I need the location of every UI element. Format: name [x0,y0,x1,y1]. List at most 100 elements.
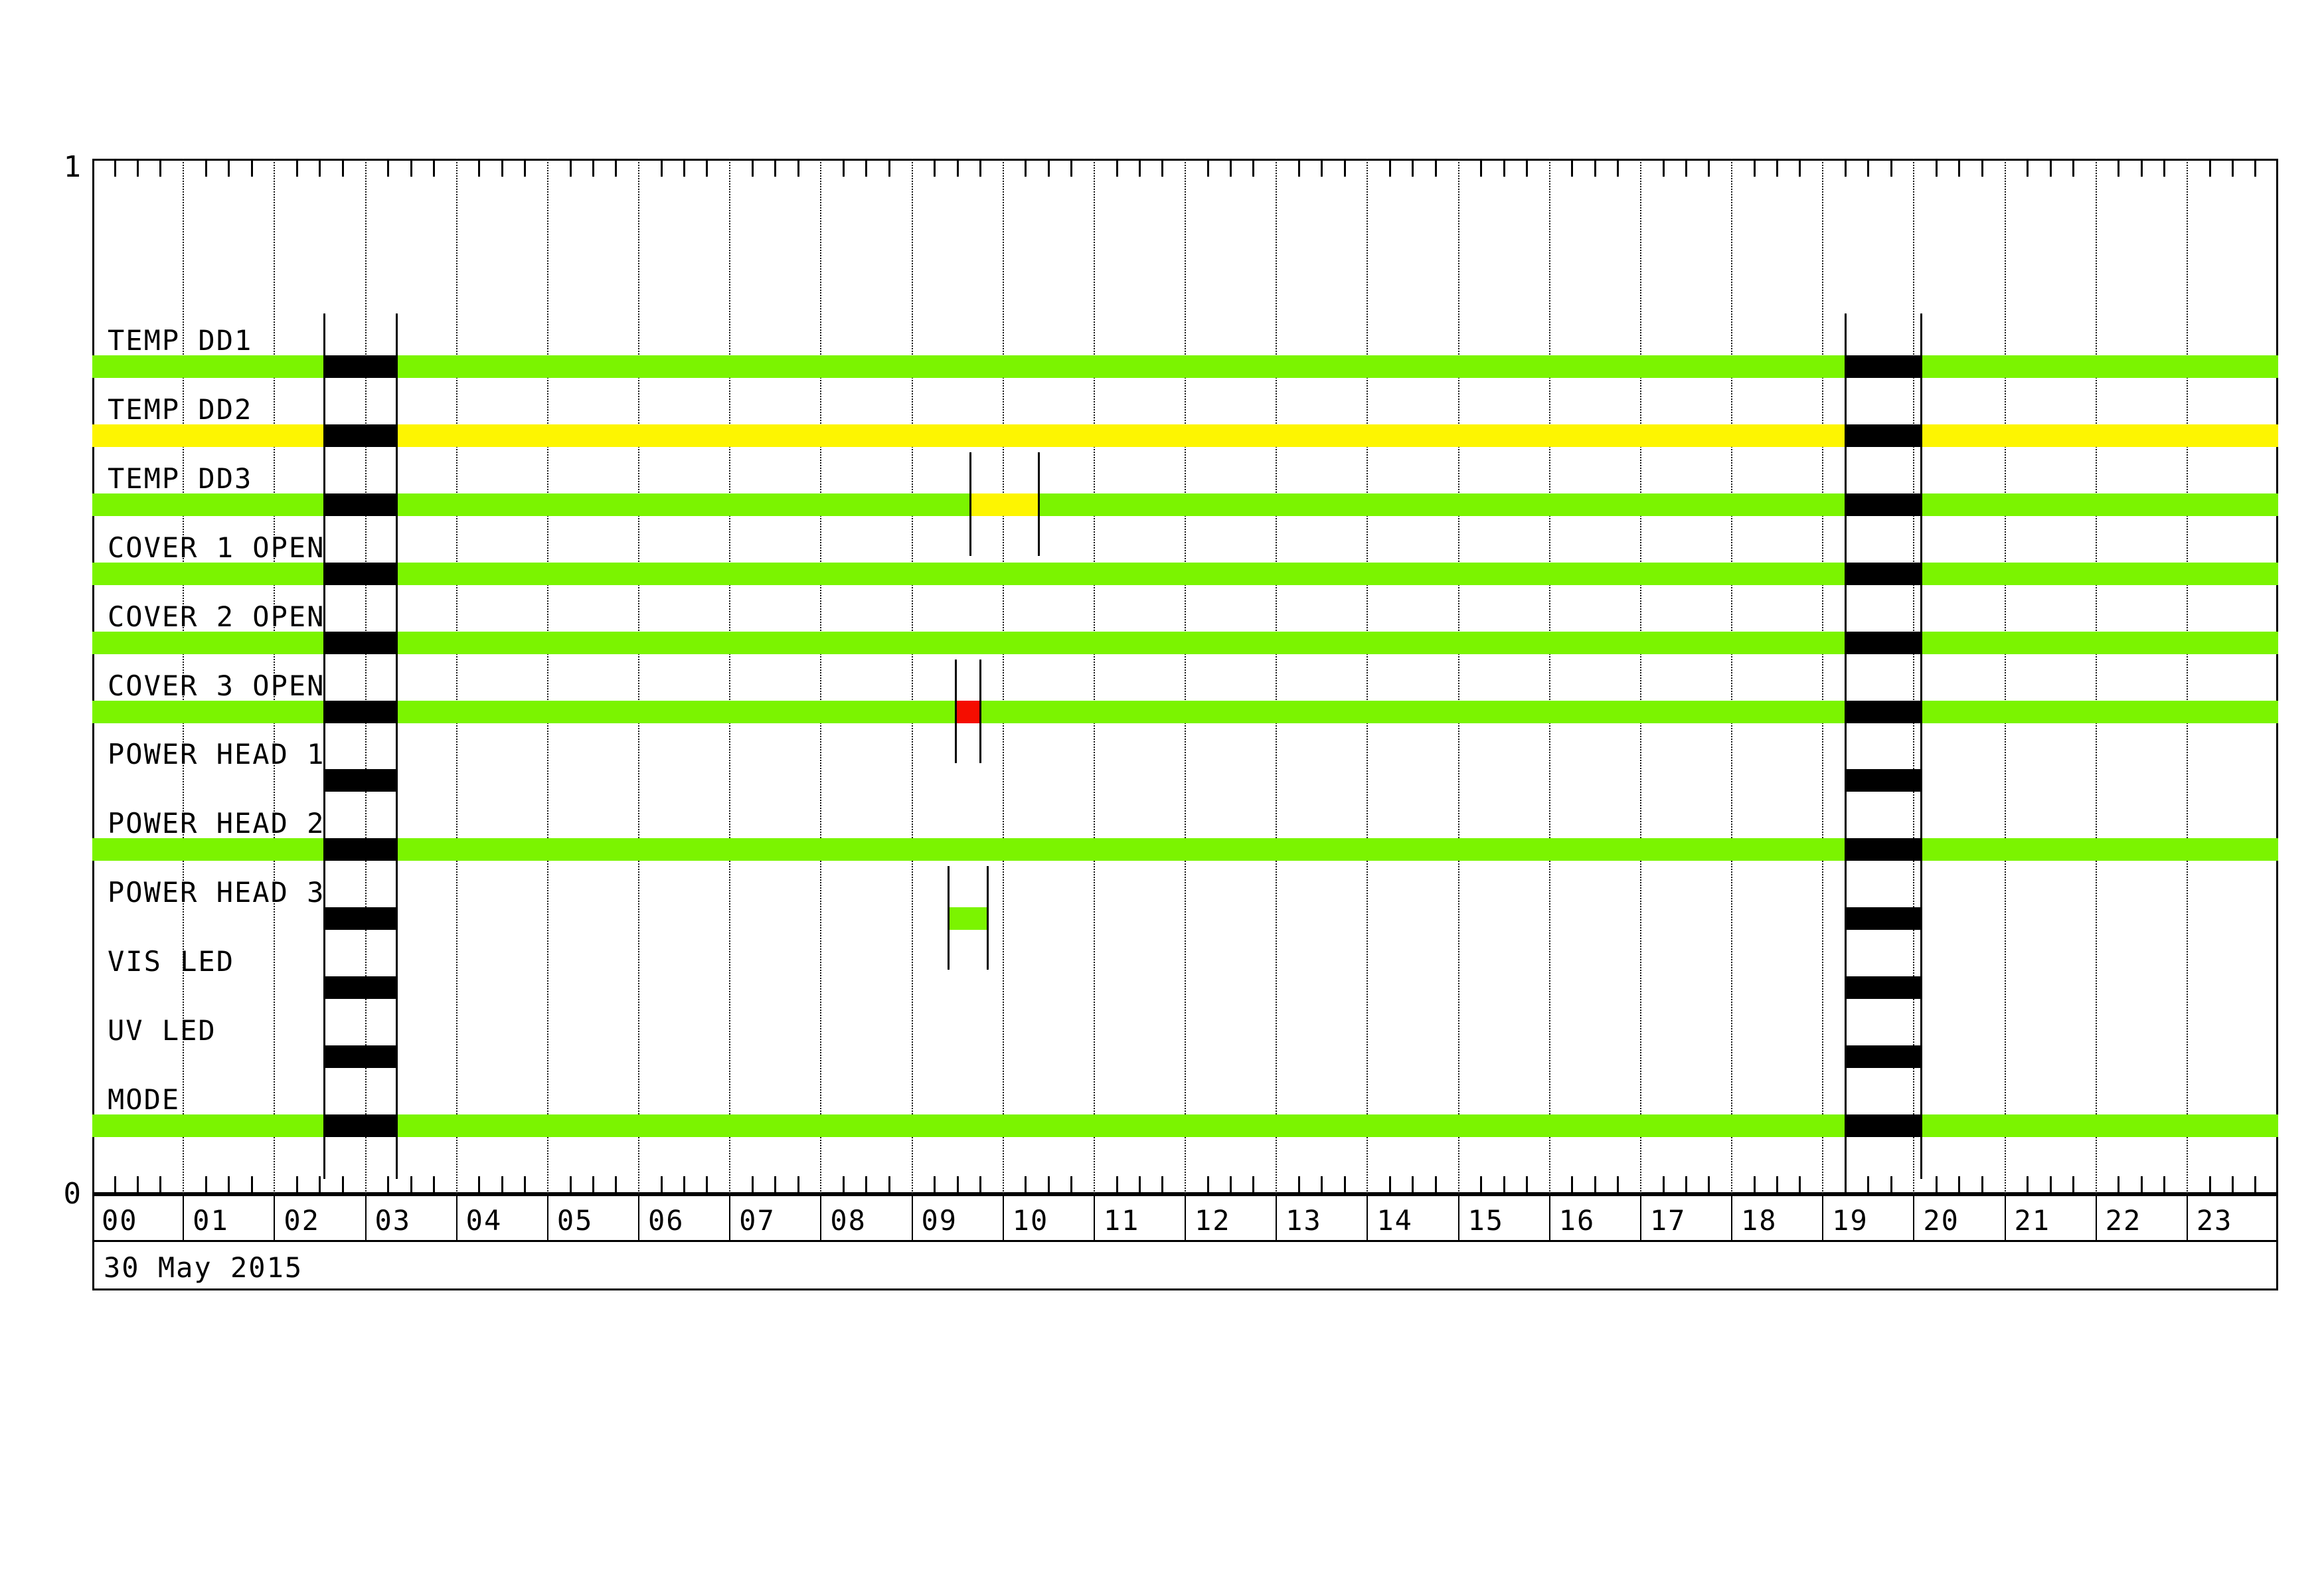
outage-marker-line [1844,313,1847,1179]
quarter-tick-top [2163,161,2166,177]
quarter-tick-bottom [1571,1176,1574,1192]
quarter-tick-bottom [410,1176,412,1192]
event-marker-line [979,659,981,763]
hour-cell-divider [2004,1194,2006,1242]
quarter-tick-bottom [956,1176,959,1192]
hour-cell-divider [1913,1194,1915,1242]
row-label: TEMP DD1 [108,324,253,357]
row-base-bar [92,838,2278,861]
quarter-tick-bottom [1776,1176,1779,1192]
row-label: UV LED [108,1014,216,1047]
hour-cell-label: 04 [465,1204,503,1237]
quarter-tick-top [956,161,959,177]
quarter-tick-top [1161,161,1164,177]
quarter-tick-bottom [2231,1176,2234,1192]
hour-cell-label: 13 [1286,1204,1322,1237]
row-label: COVER 1 OPEN [108,531,325,564]
quarter-tick-top [2072,161,2074,177]
quarter-tick-bottom [843,1176,845,1192]
outage-segment [324,493,397,516]
quarter-tick-bottom [2049,1176,2052,1192]
outage-segment [324,424,397,447]
quarter-tick-bottom [2140,1176,2143,1192]
hour-gridline [365,159,367,1194]
quarter-tick-top [1412,161,1414,177]
outage-segment [324,769,397,792]
quarter-tick-bottom [1389,1176,1392,1192]
outage-segment [1845,1045,1922,1068]
quarter-tick-bottom [478,1176,481,1192]
quarter-tick-bottom [1753,1176,1756,1192]
quarter-tick-bottom [296,1176,299,1192]
hour-cell-label: 16 [1558,1204,1596,1237]
quarter-tick-top [751,161,754,177]
quarter-tick-top [1230,161,1232,177]
quarter-tick-top [1503,161,1505,177]
quarter-tick-bottom [592,1176,594,1192]
quarter-tick-bottom [979,1176,981,1192]
quarter-tick-bottom [865,1176,868,1192]
outage-segment [324,976,397,1000]
event-marker-line [986,866,989,970]
outage-segment [324,838,397,861]
quarter-tick-top [615,161,618,177]
outage-segment [324,1045,397,1068]
quarter-tick-bottom [205,1176,207,1192]
hour-cell-divider [546,1194,548,1242]
event-segment [948,907,988,930]
quarter-tick-top [1480,161,1483,177]
hour-cell-label: 21 [2014,1204,2051,1237]
quarter-tick-top [1434,161,1437,177]
outage-segment [324,631,397,654]
hour-cell-divider [911,1194,913,1242]
hour-cell-label: 18 [1741,1204,1778,1237]
quarter-tick-bottom [524,1176,527,1192]
quarter-tick-top [1776,161,1779,177]
hour-gridline [1457,159,1459,1194]
hour-gridline [1185,159,1186,1194]
outage-segment [1845,907,1922,930]
quarter-tick-bottom [1844,1176,1847,1192]
hour-cell-label: 00 [102,1204,138,1237]
outage-segment [1845,838,1922,861]
quarter-tick-top [979,161,981,177]
quarter-tick-top [2117,161,2120,177]
quarter-tick-bottom [2072,1176,2074,1192]
hour-cell-divider [638,1194,639,1242]
quarter-tick-top [660,161,663,177]
quarter-tick-bottom [660,1176,663,1192]
row-label: TEMP DD2 [108,393,253,426]
quarter-tick-top [1297,161,1300,177]
hour-cell-divider [456,1194,457,1242]
event-marker-line [954,659,957,763]
quarter-tick-bottom [1936,1176,1938,1192]
quarter-tick-top [843,161,845,177]
quarter-tick-bottom [1116,1176,1118,1192]
hour-gridline [1548,159,1550,1194]
quarter-tick-bottom [1708,1176,1710,1192]
quarter-tick-bottom [1867,1176,1870,1192]
quarter-tick-top [1025,161,1027,177]
quarter-tick-top [1890,161,1892,177]
quarter-tick-top [1206,161,1209,177]
hour-cell-divider [1093,1194,1095,1242]
quarter-tick-top [1981,161,1983,177]
row-label: TEMP DD3 [108,462,253,495]
quarter-tick-bottom [159,1176,162,1192]
hour-gridline [1093,159,1095,1194]
outage-segment [1845,1114,1922,1137]
quarter-tick-bottom [1230,1176,1232,1192]
hour-cell-divider [1731,1194,1732,1242]
quarter-tick-top [1617,161,1619,177]
hour-cell-divider [820,1194,822,1242]
quarter-tick-top [592,161,594,177]
quarter-tick-top [319,161,321,177]
outage-marker-line [395,313,398,1179]
hour-cell-divider [1457,1194,1459,1242]
quarter-tick-bottom [888,1176,890,1192]
quarter-tick-top [501,161,503,177]
quarter-tick-bottom [319,1176,321,1192]
quarter-tick-bottom [341,1176,344,1192]
quarter-tick-bottom [569,1176,572,1192]
